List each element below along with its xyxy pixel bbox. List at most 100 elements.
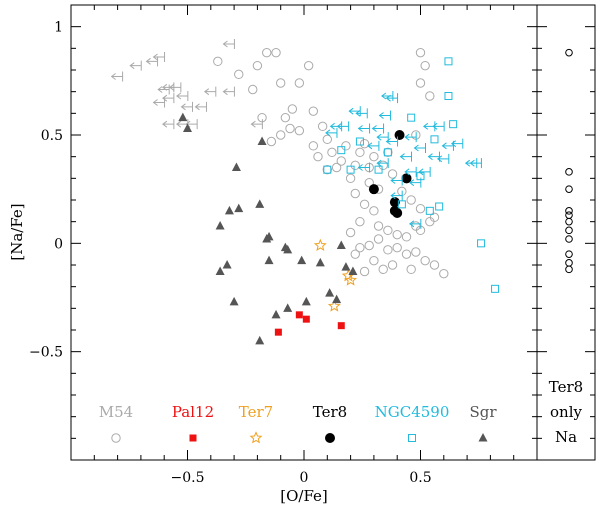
data-point bbox=[444, 92, 453, 100]
data-point bbox=[409, 218, 422, 229]
data-point bbox=[297, 255, 307, 265]
data-point bbox=[157, 84, 170, 95]
data-point bbox=[255, 335, 265, 345]
data-point bbox=[392, 229, 402, 240]
y-tick-label: −0.5 bbox=[29, 345, 63, 361]
data-point bbox=[420, 60, 430, 71]
data-point bbox=[264, 255, 274, 265]
side-panel-point bbox=[565, 211, 573, 219]
data-point bbox=[449, 120, 458, 129]
data-point bbox=[355, 137, 364, 146]
legend-marker bbox=[325, 433, 335, 443]
y-tick-label: 1 bbox=[54, 20, 63, 36]
data-point bbox=[322, 164, 332, 175]
data-point bbox=[325, 288, 335, 297]
data-point bbox=[222, 86, 235, 97]
data-point bbox=[390, 190, 403, 201]
data-point bbox=[425, 206, 434, 215]
data-point bbox=[355, 108, 368, 119]
data-point bbox=[425, 91, 435, 101]
data-point bbox=[355, 216, 365, 227]
data-point bbox=[439, 268, 449, 279]
data-point bbox=[234, 203, 244, 213]
data-point bbox=[274, 328, 282, 336]
y-tick-label: 0.5 bbox=[41, 128, 63, 144]
data-point bbox=[213, 56, 223, 67]
data-point bbox=[341, 262, 351, 271]
x-tick-label: 0 bbox=[300, 470, 309, 486]
data-point bbox=[371, 123, 385, 134]
data-point bbox=[469, 158, 482, 169]
data-point bbox=[394, 130, 405, 140]
data-point bbox=[435, 202, 444, 211]
data-point bbox=[378, 264, 388, 275]
data-point bbox=[392, 208, 403, 218]
side-panel-point bbox=[565, 168, 573, 176]
data-point bbox=[376, 132, 389, 143]
data-point bbox=[280, 112, 291, 123]
data-point bbox=[373, 234, 384, 244]
data-point bbox=[387, 260, 398, 270]
data-point bbox=[276, 78, 286, 88]
data-point bbox=[322, 134, 332, 145]
data-point bbox=[262, 47, 272, 58]
data-point bbox=[415, 78, 426, 88]
data-point bbox=[418, 166, 431, 177]
data-point bbox=[180, 101, 193, 112]
data-point bbox=[415, 203, 426, 214]
data-point bbox=[373, 221, 384, 231]
data-point bbox=[383, 225, 393, 236]
data-point bbox=[397, 200, 406, 209]
data-point bbox=[381, 91, 394, 101]
legend-marker bbox=[111, 433, 121, 443]
data-point bbox=[224, 205, 234, 215]
data-point bbox=[313, 238, 327, 251]
data-point bbox=[359, 266, 370, 277]
data-point bbox=[444, 57, 453, 66]
data-point bbox=[350, 188, 360, 199]
data-point bbox=[162, 93, 175, 104]
data-point bbox=[390, 175, 403, 186]
data-point bbox=[409, 177, 422, 188]
data-point bbox=[441, 140, 454, 151]
data-point bbox=[327, 299, 341, 312]
data-point bbox=[355, 242, 365, 253]
axis-ticks bbox=[70, 4, 595, 461]
data-point bbox=[364, 177, 374, 188]
legend-label: M54 bbox=[99, 403, 133, 421]
data-point bbox=[432, 121, 445, 132]
legend-marker bbox=[249, 431, 263, 444]
data-point bbox=[430, 135, 439, 144]
side-panel-point bbox=[565, 259, 573, 267]
x-axis-title: [O/Fe] bbox=[280, 487, 328, 505]
data-point bbox=[301, 296, 311, 306]
side-panel-label-line2: only bbox=[550, 403, 582, 421]
main-frame bbox=[70, 4, 538, 461]
data-point bbox=[283, 303, 293, 312]
data-point bbox=[369, 151, 379, 162]
legend-label: Ter7 bbox=[239, 403, 273, 421]
data-point bbox=[176, 91, 189, 101]
data-point bbox=[152, 97, 166, 108]
data-point bbox=[129, 60, 142, 71]
x-tick-label: −0.5 bbox=[171, 470, 205, 486]
data-point bbox=[234, 69, 244, 80]
data-point bbox=[178, 112, 188, 122]
data-point bbox=[255, 199, 265, 208]
data-point bbox=[383, 147, 393, 158]
side-panel-point bbox=[565, 217, 573, 226]
data-point bbox=[348, 266, 358, 275]
data-point bbox=[222, 39, 235, 49]
legend-label: NGC4590 bbox=[375, 403, 450, 421]
data-point bbox=[383, 148, 392, 157]
data-point bbox=[303, 60, 314, 71]
x-tick-label: 0.5 bbox=[409, 470, 431, 486]
data-point bbox=[378, 160, 388, 171]
data-point bbox=[376, 158, 389, 169]
data-point bbox=[313, 151, 323, 162]
data-point bbox=[374, 165, 383, 174]
side-panel-points bbox=[565, 48, 573, 274]
data-point bbox=[283, 244, 293, 254]
data-point bbox=[359, 199, 370, 210]
data-point bbox=[248, 84, 258, 95]
